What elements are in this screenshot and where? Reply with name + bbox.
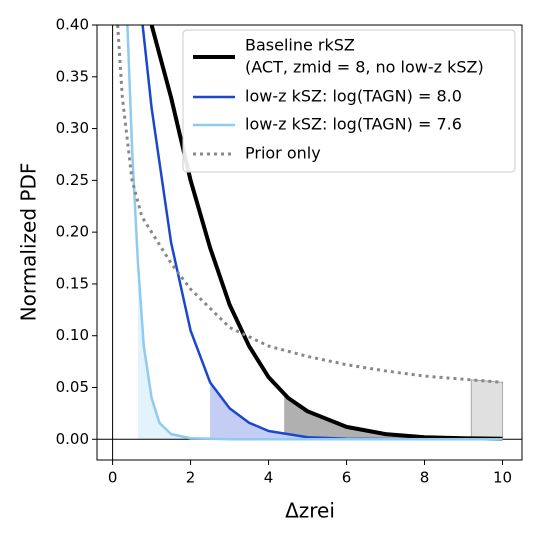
series-line [126, 25, 503, 441]
shaded-area [284, 393, 503, 440]
y-tick-label: 0.10 [56, 326, 89, 344]
legend-label: Baseline rkSZ [245, 36, 355, 55]
x-tick-label: 2 [186, 469, 196, 487]
y-tick-label: 0.40 [56, 16, 89, 34]
series-line [116, 25, 503, 384]
legend-box [182, 29, 516, 173]
legend-label: low-z kSZ: log(TAGN) = 8.0 [245, 87, 462, 106]
x-tick-label: 6 [342, 469, 352, 487]
plot-frame [96, 24, 523, 461]
x-tick-label: 4 [264, 469, 274, 487]
y-tick-label: 0.15 [56, 274, 89, 292]
x-tick-label: 10 [493, 469, 512, 487]
y-axis-label: Normalized PDF [17, 163, 41, 322]
shaded-area [210, 382, 503, 440]
y-tick-label: 0.35 [56, 67, 89, 85]
lines [97, 25, 522, 460]
x-axis-label: Δzrei [285, 499, 335, 523]
legend-label: low-z kSZ: log(TAGN) = 7.6 [245, 115, 462, 134]
y-tick-label: 0.00 [56, 430, 89, 448]
legend-label: Prior only [245, 144, 321, 163]
legend-note: (ACT, zmid = 8, no low-z kSZ) [245, 58, 484, 77]
x-tick-label: 8 [420, 469, 430, 487]
x-tick-label: 0 [108, 469, 118, 487]
y-tick-label: 0.20 [56, 223, 89, 241]
shaded-area [470, 379, 504, 440]
y-tick-label: 0.25 [56, 171, 89, 189]
series-line [149, 25, 503, 441]
y-tick-label: 0.05 [56, 378, 89, 396]
y-tick-label: 0.30 [56, 119, 89, 137]
